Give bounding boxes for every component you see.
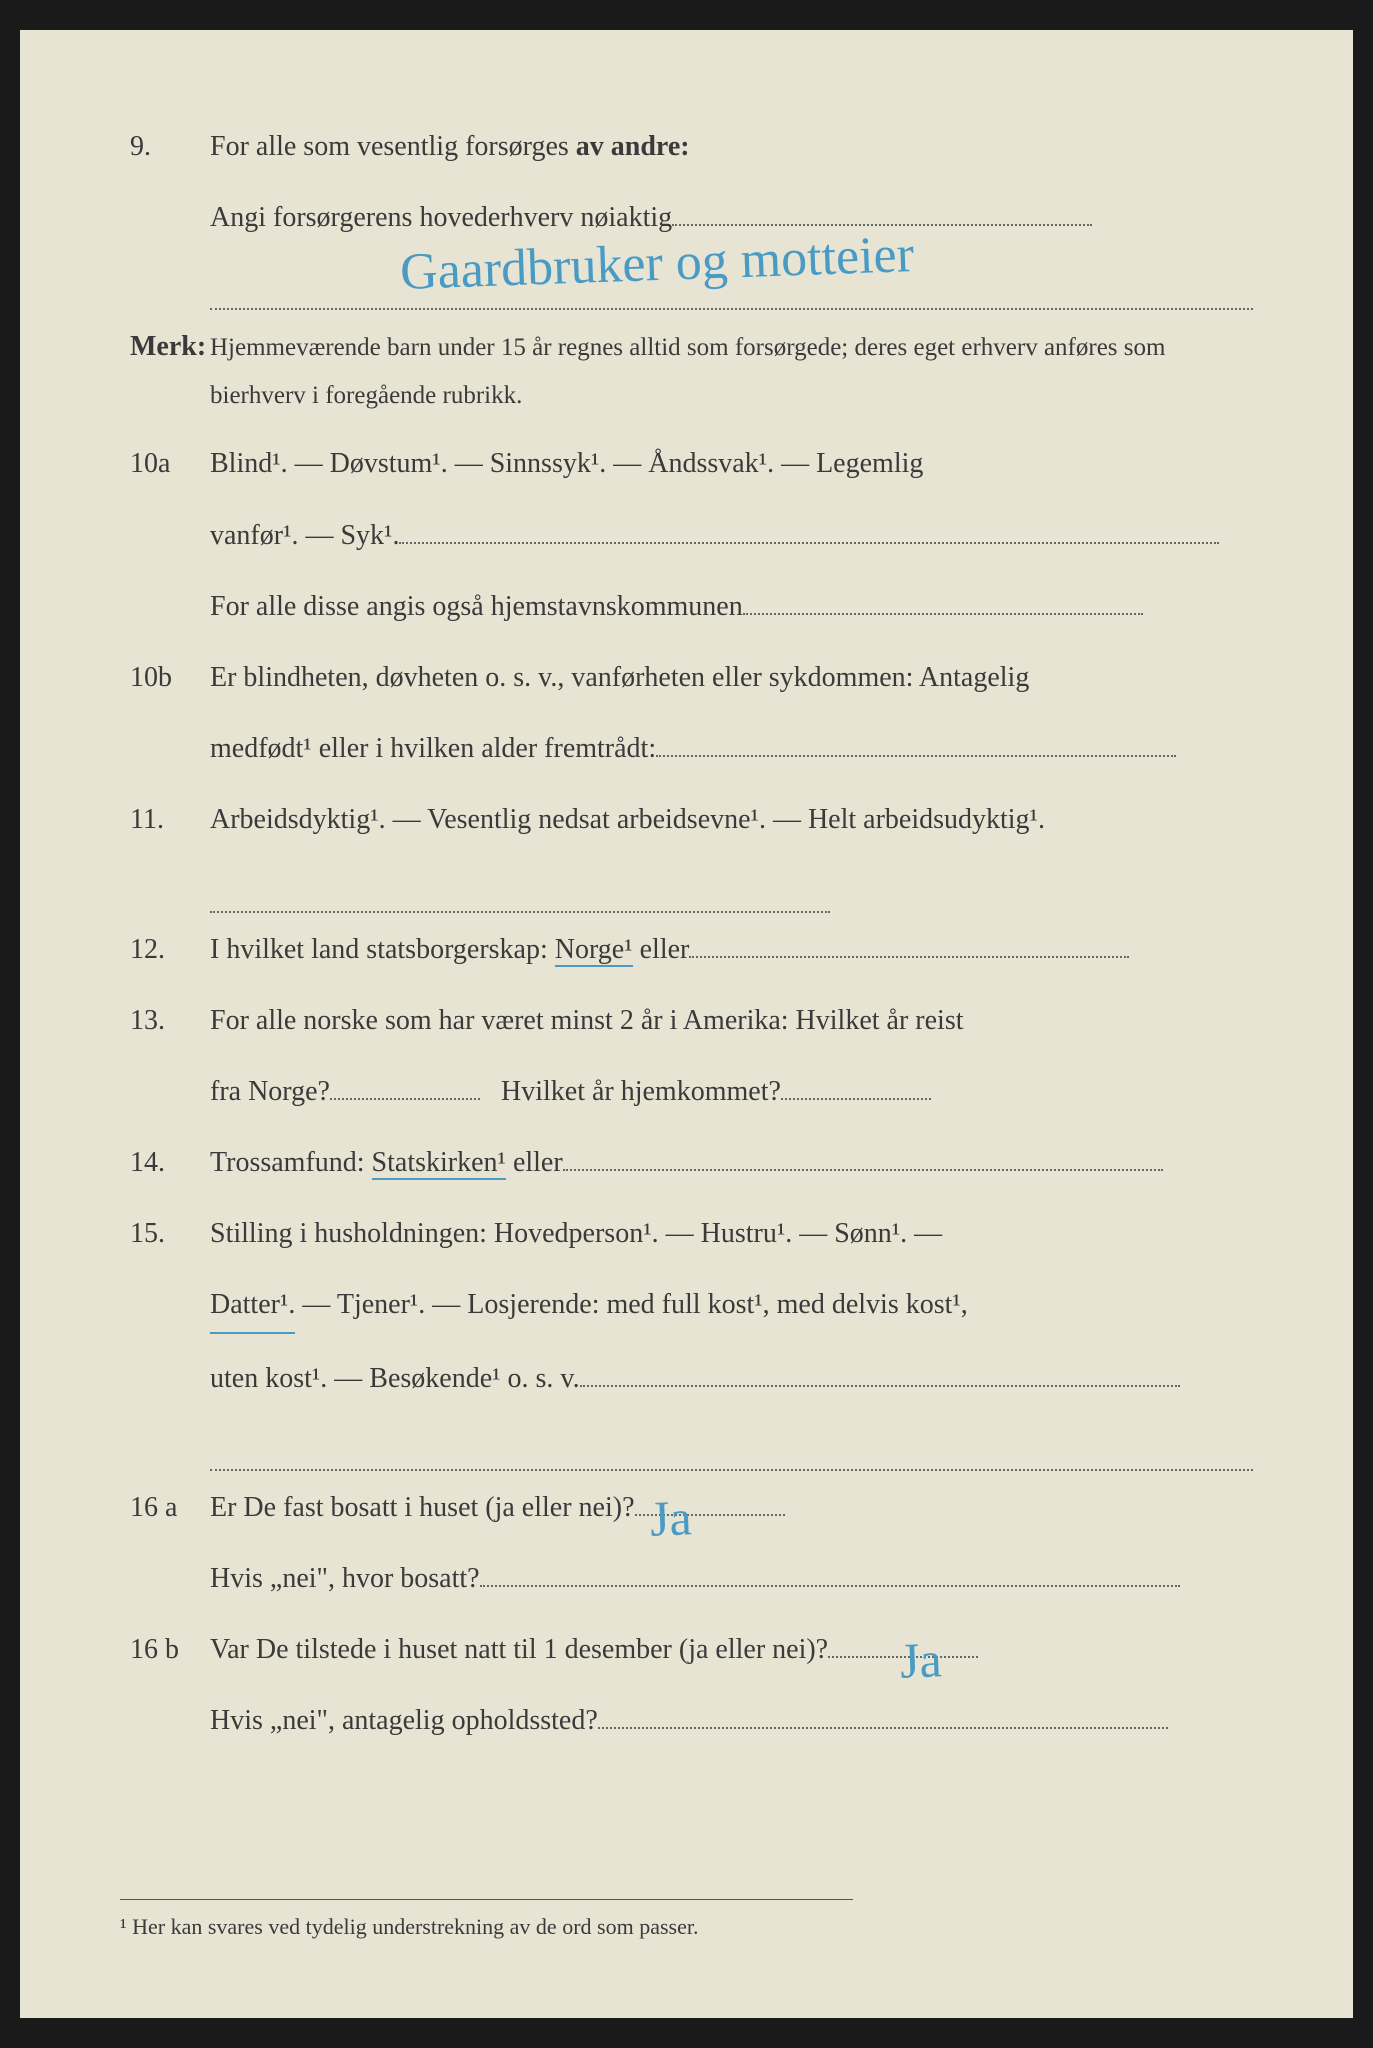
q15-text3: uten kost¹. — Besøkende¹ o. s. v. bbox=[210, 1363, 580, 1394]
q12: 12. I hvilket land statsborgerskap: Norg… bbox=[120, 923, 1253, 976]
q13-line1: 13. For alle norske som har været minst … bbox=[120, 994, 1253, 1047]
q13-blank2 bbox=[781, 1072, 931, 1100]
merk-label: Merk: bbox=[120, 320, 210, 373]
q10b-line2: medfødt¹ eller i hvilken alder fremtrådt… bbox=[120, 722, 1253, 775]
q10a-line3: For alle disse angis også hjemstavnskomm… bbox=[120, 580, 1253, 633]
q9-text1a: For alle som vesentlig forsørges bbox=[210, 131, 576, 162]
q16a-line2: Hvis „nei", hvor bosatt? bbox=[120, 1552, 1253, 1605]
q10a-content3: For alle disse angis også hjemstavnskomm… bbox=[210, 580, 1253, 633]
q9-text1b: av andre: bbox=[576, 131, 690, 162]
q11-blank-line bbox=[210, 865, 830, 913]
q9-num: 9. bbox=[120, 120, 210, 173]
q16b-content1: Var De tilstede i huset natt til 1 desem… bbox=[210, 1623, 1253, 1676]
q16b-line1: 16 b Var De tilstede i huset natt til 1 … bbox=[120, 1623, 1253, 1676]
q16a-hw: Ja bbox=[648, 1470, 693, 1566]
q11: 11. Arbeidsdyktig¹. — Vesentlig nedsat a… bbox=[120, 793, 1253, 846]
q14-blank bbox=[563, 1143, 1163, 1171]
q9-content1: For alle som vesentlig forsørges av andr… bbox=[210, 120, 1253, 173]
q14: 14. Trossamfund: Statskirken¹ eller bbox=[120, 1136, 1253, 1189]
document-page: 9. For alle som vesentlig forsørges av a… bbox=[20, 30, 1353, 2018]
q16a-num: 16 a bbox=[120, 1481, 210, 1534]
q16b-blank2 bbox=[598, 1701, 1168, 1729]
q14-content: Trossamfund: Statskirken¹ eller bbox=[210, 1136, 1253, 1189]
q10a-num: 10a bbox=[120, 437, 210, 490]
q15-text1: Stilling i husholdningen: Hovedperson¹. … bbox=[210, 1207, 1253, 1260]
q13-text1: For alle norske som har været minst 2 år… bbox=[210, 994, 1253, 1047]
q12-num: 12. bbox=[120, 923, 210, 976]
q12-texta: I hvilket land statsborgerskap: bbox=[210, 934, 555, 965]
q10b-content2: medfødt¹ eller i hvilken alder fremtrådt… bbox=[210, 722, 1253, 775]
q10a-text2: vanfør¹. — Syk¹. bbox=[210, 520, 399, 551]
q15-line2: Datter¹. — Tjener¹. — Losjerende: med fu… bbox=[120, 1278, 1253, 1333]
q16b-text2: Hvis „nei", antagelig opholdssted? bbox=[210, 1705, 598, 1736]
q16b-content2: Hvis „nei", antagelig opholdssted? bbox=[210, 1694, 1253, 1747]
q16a-blank2 bbox=[480, 1559, 1180, 1587]
q10b-num: 10b bbox=[120, 651, 210, 704]
q10a-line2: vanfør¹. — Syk¹. bbox=[120, 509, 1253, 562]
q16a-text1: Er De fast bosatt i huset (ja eller nei)… bbox=[210, 1492, 635, 1523]
q15-line1: 15. Stilling i husholdningen: Hovedperso… bbox=[120, 1207, 1253, 1260]
q15-blank bbox=[580, 1359, 1180, 1387]
q10a-blank3 bbox=[743, 587, 1143, 615]
q13-num: 13. bbox=[120, 994, 210, 1047]
q13-text2a: fra Norge? bbox=[210, 1076, 330, 1107]
q16a-content2: Hvis „nei", hvor bosatt? bbox=[210, 1552, 1253, 1605]
q13-blank1 bbox=[330, 1072, 480, 1100]
q12-content: I hvilket land statsborgerskap: Norge¹ e… bbox=[210, 923, 1253, 976]
q10a-text3: For alle disse angis også hjemstavnskomm… bbox=[210, 591, 743, 622]
q13-line2: fra Norge? Hvilket år hjemkommet? bbox=[120, 1065, 1253, 1118]
q13-content2: fra Norge? Hvilket år hjemkommet? bbox=[210, 1065, 1253, 1118]
q14-texta: Trossamfund: bbox=[210, 1147, 372, 1178]
q15-content2: Datter¹. — Tjener¹. — Losjerende: med fu… bbox=[210, 1278, 1253, 1333]
q10b-text2: medfødt¹ eller i hvilken alder fremtrådt… bbox=[210, 733, 656, 764]
q15-text2b: — Tjener¹. — Losjerende: med full kost¹,… bbox=[295, 1289, 967, 1320]
q10a-line1: 10a Blind¹. — Døvstum¹. — Sinnssyk¹. — Å… bbox=[120, 437, 1253, 490]
merk-text: Hjemmeværende barn under 15 år regnes al… bbox=[210, 324, 1253, 419]
q11-num: 11. bbox=[120, 793, 210, 846]
q16a-content1: Er De fast bosatt i huset (ja eller nei)… bbox=[210, 1481, 1253, 1534]
q15-content3: uten kost¹. — Besøkende¹ o. s. v. bbox=[210, 1352, 1253, 1405]
q16b-num: 16 b bbox=[120, 1623, 210, 1676]
q9-line1: 9. For alle som vesentlig forsørges av a… bbox=[120, 120, 1253, 173]
q10a-blank bbox=[399, 516, 1219, 544]
q9-handwriting: Gaardbruker og motteier bbox=[398, 206, 915, 323]
q16a-text2: Hvis „nei", hvor bosatt? bbox=[210, 1563, 480, 1594]
q10b-line1: 10b Er blindheten, døvheten o. s. v., va… bbox=[120, 651, 1253, 704]
q16b-text1: Var De tilstede i huset natt til 1 desem… bbox=[210, 1634, 828, 1665]
q15-num: 15. bbox=[120, 1207, 210, 1260]
q13-text2b: Hvilket år hjemkommet? bbox=[501, 1076, 781, 1107]
q15-line3: uten kost¹. — Besøkende¹ o. s. v. bbox=[120, 1352, 1253, 1405]
q14-textc: eller bbox=[506, 1147, 563, 1178]
q14-statskirken: Statskirken¹ bbox=[372, 1147, 506, 1180]
q10b-blank bbox=[656, 729, 1176, 757]
q16b-line2: Hvis „nei", antagelig opholdssted? bbox=[120, 1694, 1253, 1747]
q10b-text1: Er blindheten, døvheten o. s. v., vanfør… bbox=[210, 651, 1253, 704]
q12-blank bbox=[689, 930, 1129, 958]
q16b-hw: Ja bbox=[898, 1612, 943, 1708]
q16a-line1: 16 a Er De fast bosatt i huset (ja eller… bbox=[120, 1481, 1253, 1534]
q12-norge: Norge¹ bbox=[555, 934, 633, 967]
footnote-text: Her kan svares ved tydelig understreknin… bbox=[127, 1914, 699, 1939]
q15-datter: Datter¹. bbox=[210, 1278, 295, 1333]
merk-row: Merk: Hjemmeværende barn under 15 år reg… bbox=[120, 320, 1253, 419]
q12-textc: eller bbox=[633, 934, 690, 965]
footnote: ¹ Her kan svares ved tydelig understrekn… bbox=[120, 1899, 853, 1948]
q10a-text1: Blind¹. — Døvstum¹. — Sinnssyk¹. — Åndss… bbox=[210, 437, 1253, 490]
q10a-content2: vanfør¹. — Syk¹. bbox=[210, 509, 1253, 562]
q14-num: 14. bbox=[120, 1136, 210, 1189]
footnote-marker: ¹ bbox=[120, 1914, 127, 1939]
q11-text: Arbeidsdyktig¹. — Vesentlig nedsat arbei… bbox=[210, 793, 1253, 846]
q15-blank-line bbox=[210, 1423, 1253, 1471]
